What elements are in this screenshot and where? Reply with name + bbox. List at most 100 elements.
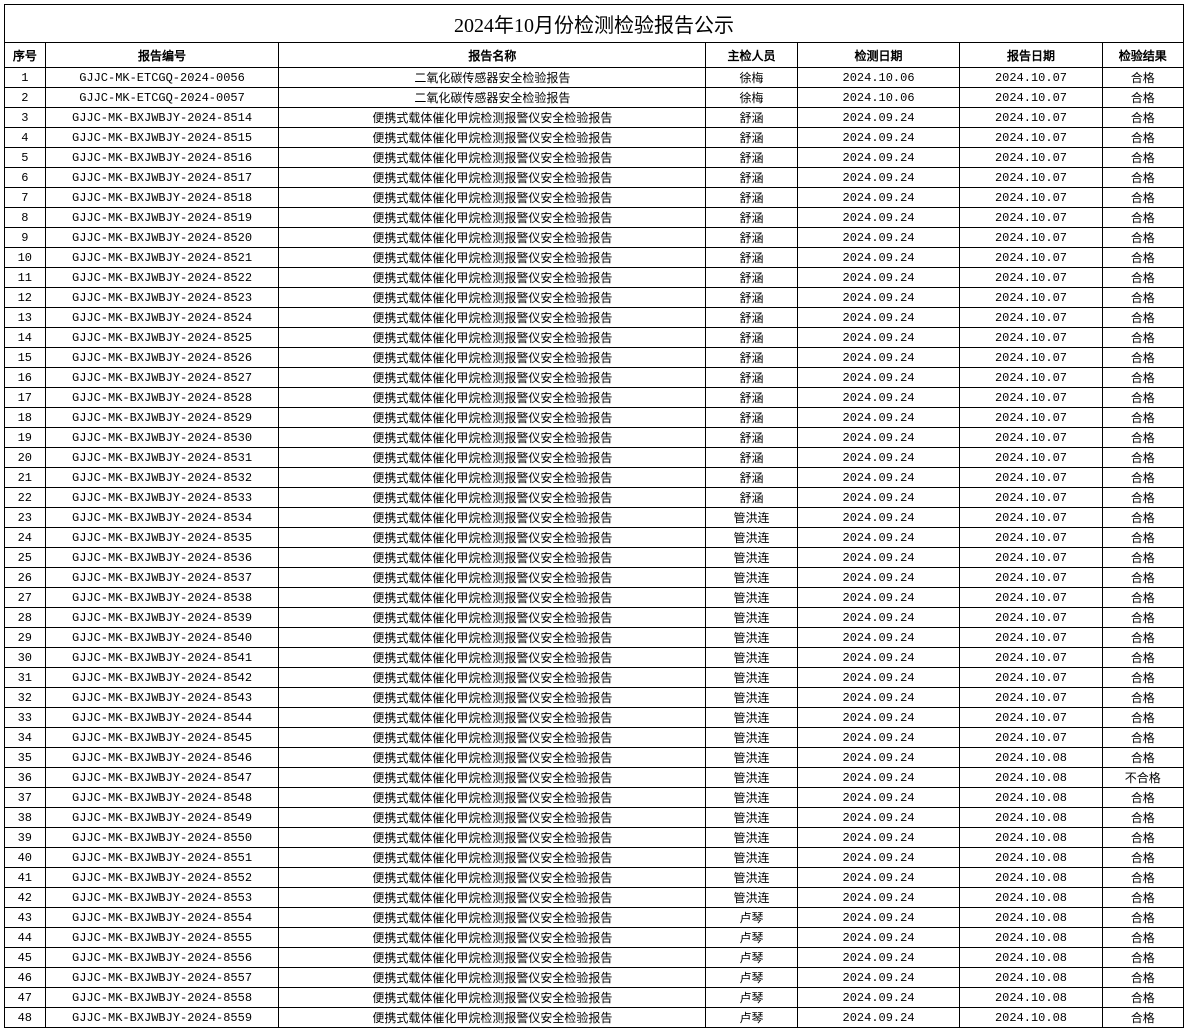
cell-seq: 31	[5, 668, 46, 688]
cell-result: 合格	[1102, 608, 1183, 628]
cell-reportdate: 2024.10.08	[960, 968, 1102, 988]
cell-code: GJJC-MK-BXJWBJY-2024-8541	[45, 648, 279, 668]
cell-reportdate: 2024.10.07	[960, 448, 1102, 468]
table-row: 41GJJC-MK-BXJWBJY-2024-8552便携式载体催化甲烷检测报警…	[5, 868, 1184, 888]
cell-testdate: 2024.09.24	[797, 208, 960, 228]
cell-seq: 33	[5, 708, 46, 728]
cell-name: 便携式载体催化甲烷检测报警仪安全检验报告	[279, 448, 706, 468]
cell-seq: 37	[5, 788, 46, 808]
cell-seq: 35	[5, 748, 46, 768]
cell-testdate: 2024.09.24	[797, 868, 960, 888]
cell-seq: 10	[5, 248, 46, 268]
cell-result: 合格	[1102, 128, 1183, 148]
cell-reportdate: 2024.10.07	[960, 628, 1102, 648]
table-row: 28GJJC-MK-BXJWBJY-2024-8539便携式载体催化甲烷检测报警…	[5, 608, 1184, 628]
cell-inspector: 舒涵	[706, 188, 797, 208]
cell-result: 合格	[1102, 648, 1183, 668]
cell-result: 合格	[1102, 308, 1183, 328]
cell-code: GJJC-MK-BXJWBJY-2024-8549	[45, 808, 279, 828]
cell-result: 合格	[1102, 428, 1183, 448]
cell-result: 合格	[1102, 288, 1183, 308]
table-row: 48GJJC-MK-BXJWBJY-2024-8559便携式载体催化甲烷检测报警…	[5, 1008, 1184, 1028]
cell-seq: 40	[5, 848, 46, 868]
cell-reportdate: 2024.10.07	[960, 548, 1102, 568]
cell-code: GJJC-MK-BXJWBJY-2024-8525	[45, 328, 279, 348]
cell-seq: 25	[5, 548, 46, 568]
cell-result: 合格	[1102, 688, 1183, 708]
cell-name: 便携式载体催化甲烷检测报警仪安全检验报告	[279, 608, 706, 628]
cell-code: GJJC-MK-BXJWBJY-2024-8538	[45, 588, 279, 608]
cell-inspector: 管洪连	[706, 708, 797, 728]
table-row: 44GJJC-MK-BXJWBJY-2024-8555便携式载体催化甲烷检测报警…	[5, 928, 1184, 948]
cell-reportdate: 2024.10.08	[960, 828, 1102, 848]
cell-code: GJJC-MK-BXJWBJY-2024-8545	[45, 728, 279, 748]
cell-reportdate: 2024.10.07	[960, 668, 1102, 688]
cell-seq: 28	[5, 608, 46, 628]
cell-reportdate: 2024.10.08	[960, 988, 1102, 1008]
cell-testdate: 2024.09.24	[797, 948, 960, 968]
cell-inspector: 管洪连	[706, 888, 797, 908]
cell-reportdate: 2024.10.07	[960, 248, 1102, 268]
cell-seq: 13	[5, 308, 46, 328]
cell-inspector: 管洪连	[706, 608, 797, 628]
cell-code: GJJC-MK-ETCGQ-2024-0057	[45, 88, 279, 108]
cell-inspector: 舒涵	[706, 328, 797, 348]
cell-result: 合格	[1102, 388, 1183, 408]
cell-name: 便携式载体催化甲烷检测报警仪安全检验报告	[279, 148, 706, 168]
cell-inspector: 舒涵	[706, 428, 797, 448]
cell-name: 便携式载体催化甲烷检测报警仪安全检验报告	[279, 248, 706, 268]
cell-name: 便携式载体催化甲烷检测报警仪安全检验报告	[279, 188, 706, 208]
cell-code: GJJC-MK-BXJWBJY-2024-8523	[45, 288, 279, 308]
cell-name: 便携式载体催化甲烷检测报警仪安全检验报告	[279, 648, 706, 668]
table-row: 42GJJC-MK-BXJWBJY-2024-8553便携式载体催化甲烷检测报警…	[5, 888, 1184, 908]
cell-reportdate: 2024.10.07	[960, 128, 1102, 148]
table-row: 23GJJC-MK-BXJWBJY-2024-8534便携式载体催化甲烷检测报警…	[5, 508, 1184, 528]
cell-result: 合格	[1102, 548, 1183, 568]
cell-seq: 7	[5, 188, 46, 208]
cell-inspector: 舒涵	[706, 268, 797, 288]
cell-result: 合格	[1102, 228, 1183, 248]
col-header-result: 检验结果	[1102, 43, 1183, 68]
cell-seq: 27	[5, 588, 46, 608]
cell-seq: 14	[5, 328, 46, 348]
cell-seq: 21	[5, 468, 46, 488]
cell-code: GJJC-MK-BXJWBJY-2024-8556	[45, 948, 279, 968]
cell-reportdate: 2024.10.08	[960, 808, 1102, 828]
cell-result: 合格	[1102, 528, 1183, 548]
cell-seq: 41	[5, 868, 46, 888]
cell-seq: 15	[5, 348, 46, 368]
cell-code: GJJC-MK-BXJWBJY-2024-8544	[45, 708, 279, 728]
table-row: 14GJJC-MK-BXJWBJY-2024-8525便携式载体催化甲烷检测报警…	[5, 328, 1184, 348]
cell-inspector: 管洪连	[706, 588, 797, 608]
cell-inspector: 舒涵	[706, 288, 797, 308]
table-row: 31GJJC-MK-BXJWBJY-2024-8542便携式载体催化甲烷检测报警…	[5, 668, 1184, 688]
cell-testdate: 2024.09.24	[797, 648, 960, 668]
cell-testdate: 2024.09.24	[797, 888, 960, 908]
table-row: 21GJJC-MK-BXJWBJY-2024-8532便携式载体催化甲烷检测报警…	[5, 468, 1184, 488]
cell-inspector: 管洪连	[706, 548, 797, 568]
cell-reportdate: 2024.10.07	[960, 408, 1102, 428]
cell-reportdate: 2024.10.08	[960, 788, 1102, 808]
cell-reportdate: 2024.10.08	[960, 868, 1102, 888]
table-row: 45GJJC-MK-BXJWBJY-2024-8556便携式载体催化甲烷检测报警…	[5, 948, 1184, 968]
cell-testdate: 2024.09.24	[797, 408, 960, 428]
cell-code: GJJC-MK-BXJWBJY-2024-8516	[45, 148, 279, 168]
cell-inspector: 舒涵	[706, 168, 797, 188]
cell-code: GJJC-MK-BXJWBJY-2024-8515	[45, 128, 279, 148]
cell-reportdate: 2024.10.07	[960, 428, 1102, 448]
cell-reportdate: 2024.10.08	[960, 928, 1102, 948]
cell-result: 不合格	[1102, 768, 1183, 788]
cell-inspector: 卢琴	[706, 928, 797, 948]
cell-result: 合格	[1102, 788, 1183, 808]
cell-inspector: 舒涵	[706, 448, 797, 468]
table-row: 18GJJC-MK-BXJWBJY-2024-8529便携式载体催化甲烷检测报警…	[5, 408, 1184, 428]
cell-testdate: 2024.09.24	[797, 908, 960, 928]
cell-name: 便携式载体催化甲烷检测报警仪安全检验报告	[279, 868, 706, 888]
table-row: 47GJJC-MK-BXJWBJY-2024-8558便携式载体催化甲烷检测报警…	[5, 988, 1184, 1008]
cell-code: GJJC-MK-BXJWBJY-2024-8536	[45, 548, 279, 568]
cell-reportdate: 2024.10.07	[960, 488, 1102, 508]
cell-inspector: 舒涵	[706, 308, 797, 328]
cell-name: 便携式载体催化甲烷检测报警仪安全检验报告	[279, 668, 706, 688]
inspection-report-table: 2024年10月份检测检验报告公示 序号 报告编号 报告名称 主检人员 检测日期…	[4, 4, 1184, 1028]
cell-reportdate: 2024.10.08	[960, 848, 1102, 868]
